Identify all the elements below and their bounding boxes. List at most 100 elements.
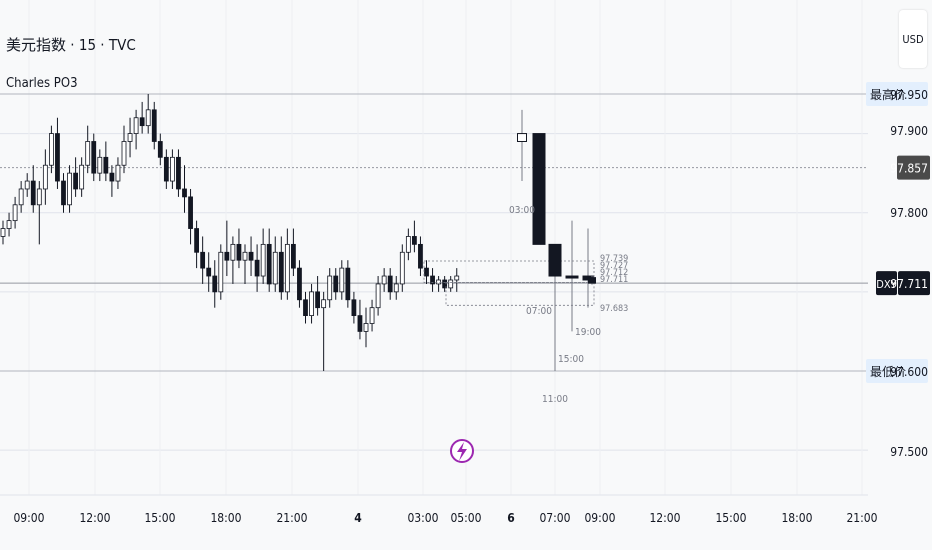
x-tick-label: 6 — [507, 511, 515, 525]
candle-body — [67, 172, 72, 206]
candle-body — [254, 259, 260, 277]
candle-body — [109, 172, 115, 182]
candle-body — [309, 291, 314, 317]
candle-body — [91, 141, 97, 174]
candle-body — [284, 243, 290, 293]
y-tick-label: 97.900 — [890, 124, 928, 138]
htf-candle-body — [565, 275, 579, 279]
candle-body — [49, 133, 54, 166]
candle-body — [0, 228, 6, 237]
candle-body — [387, 275, 393, 293]
candle-body — [369, 307, 375, 324]
htf-box-price-label: 97.711 — [600, 275, 628, 285]
candle-body — [405, 236, 411, 253]
candle-body — [381, 275, 387, 285]
x-tick-label: 4 — [354, 511, 362, 525]
x-tick-label: 05:00 — [450, 511, 481, 525]
candle-body — [36, 188, 42, 206]
htf-box-price-label: 97.727 — [600, 261, 628, 271]
lightning-icon — [457, 442, 467, 461]
candle-body — [61, 180, 66, 206]
last-price-tag: 97.711 — [890, 277, 928, 291]
htf-time-label: 19:00 — [575, 327, 601, 338]
symbol-tag-bg — [876, 271, 897, 296]
candle-body — [24, 180, 30, 190]
candle-body — [430, 275, 435, 285]
candle-body — [339, 267, 345, 293]
symbol-tag: DXY — [876, 278, 897, 291]
candle-body — [418, 243, 423, 269]
candle-body — [266, 243, 272, 285]
candle-body — [151, 109, 157, 142]
level-label-bg — [866, 82, 928, 106]
candle-body — [393, 283, 399, 293]
htf-candle-body — [517, 133, 527, 142]
candle-body — [363, 323, 369, 332]
x-tick-label: 21:00 — [846, 511, 877, 525]
candle-body — [85, 141, 91, 166]
htf-candle-body — [532, 133, 546, 245]
candle-body — [303, 299, 308, 316]
candle-body — [212, 275, 218, 293]
chart-title: 美元指数 · 15 · TVC — [6, 36, 136, 54]
candle-body — [115, 164, 121, 182]
candle-body — [79, 164, 85, 190]
candle-body — [145, 109, 151, 127]
candle-body — [176, 156, 181, 190]
po3-range-box — [445, 281, 595, 306]
htf-box-price-label: 97.683 — [600, 304, 628, 314]
x-tick-label: 15:00 — [715, 511, 746, 525]
currency-button[interactable]: USD — [899, 10, 927, 68]
x-tick-label: 15:00 — [144, 511, 175, 525]
candle-body — [103, 156, 109, 174]
candle-body — [206, 267, 212, 277]
candle-body — [321, 299, 327, 309]
candle-body — [218, 251, 224, 293]
candle-body — [260, 243, 266, 277]
x-tick-label: 09:00 — [13, 511, 44, 525]
htf-candle-body — [548, 243, 562, 277]
htf-time-label: 07:00 — [526, 306, 552, 317]
candle-body — [375, 283, 381, 309]
candle-body — [454, 275, 460, 281]
highlight-level-tag: 97.857 — [890, 162, 928, 176]
x-tick-label: 21:00 — [276, 511, 307, 525]
candle-body — [30, 180, 36, 206]
candle-body — [272, 251, 278, 285]
htf-time-label: 03:00 — [509, 205, 535, 216]
candle-body — [139, 117, 145, 127]
candle-body — [12, 204, 18, 222]
candle-body — [157, 141, 163, 158]
candle-body — [442, 279, 448, 289]
htf-time-label: 11:00 — [542, 394, 568, 405]
level-name-label: 最低价 — [870, 365, 906, 379]
candle-body — [315, 291, 321, 309]
level-label-bg — [866, 359, 928, 383]
htf-box-price-label: 97.739 — [600, 254, 628, 264]
candle-body — [55, 133, 60, 182]
candle-body — [188, 196, 193, 229]
candle-body — [351, 299, 357, 316]
x-tick-label: 18:00 — [210, 511, 241, 525]
highlight-level-tag-bg — [897, 155, 930, 180]
x-tick-label: 09:00 — [584, 511, 615, 525]
indicator-label[interactable]: Charles PO3 — [6, 76, 78, 91]
candle-body — [133, 117, 139, 134]
candle-body — [290, 243, 296, 269]
candle-body — [448, 279, 454, 289]
level-value-label: 97.600 — [890, 365, 928, 379]
candle-body — [163, 156, 169, 182]
y-tick-label: 97.500 — [890, 445, 928, 459]
candle-body — [236, 243, 242, 261]
candle-body — [424, 267, 429, 277]
candle-body — [278, 251, 284, 293]
y-tick-label: 97.800 — [890, 206, 928, 220]
po3-range-box — [423, 260, 595, 283]
x-tick-label: 18:00 — [781, 511, 812, 525]
candle-body — [194, 228, 200, 253]
candle-body — [169, 156, 175, 182]
candle-body — [121, 141, 127, 166]
candle-body — [6, 220, 12, 229]
candle-body — [200, 251, 206, 269]
